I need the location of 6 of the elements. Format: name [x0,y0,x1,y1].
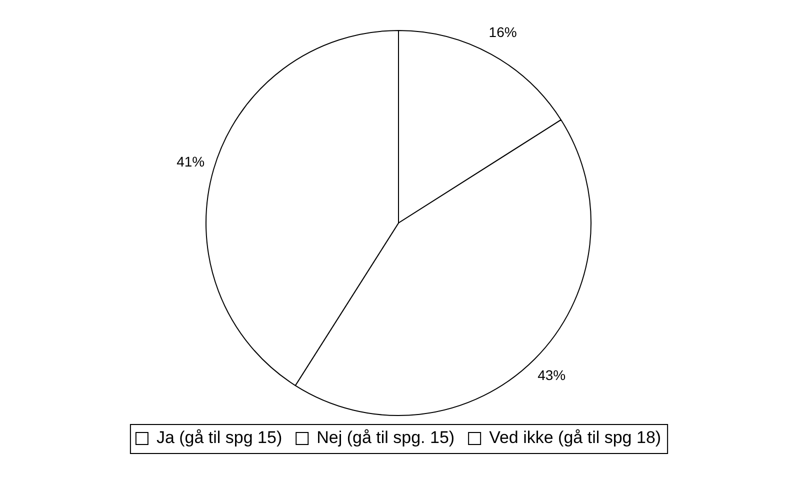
legend-label: Ja (gå til spg 15) [156,428,282,448]
legend-label: Ved ikke (gå til spg 18) [489,428,662,448]
data-label: 43% [538,366,566,383]
data-label: 41% [176,153,205,170]
data-label: 16% [488,24,517,40]
legend-label: Nej (gå til spg. 15) [316,428,455,448]
